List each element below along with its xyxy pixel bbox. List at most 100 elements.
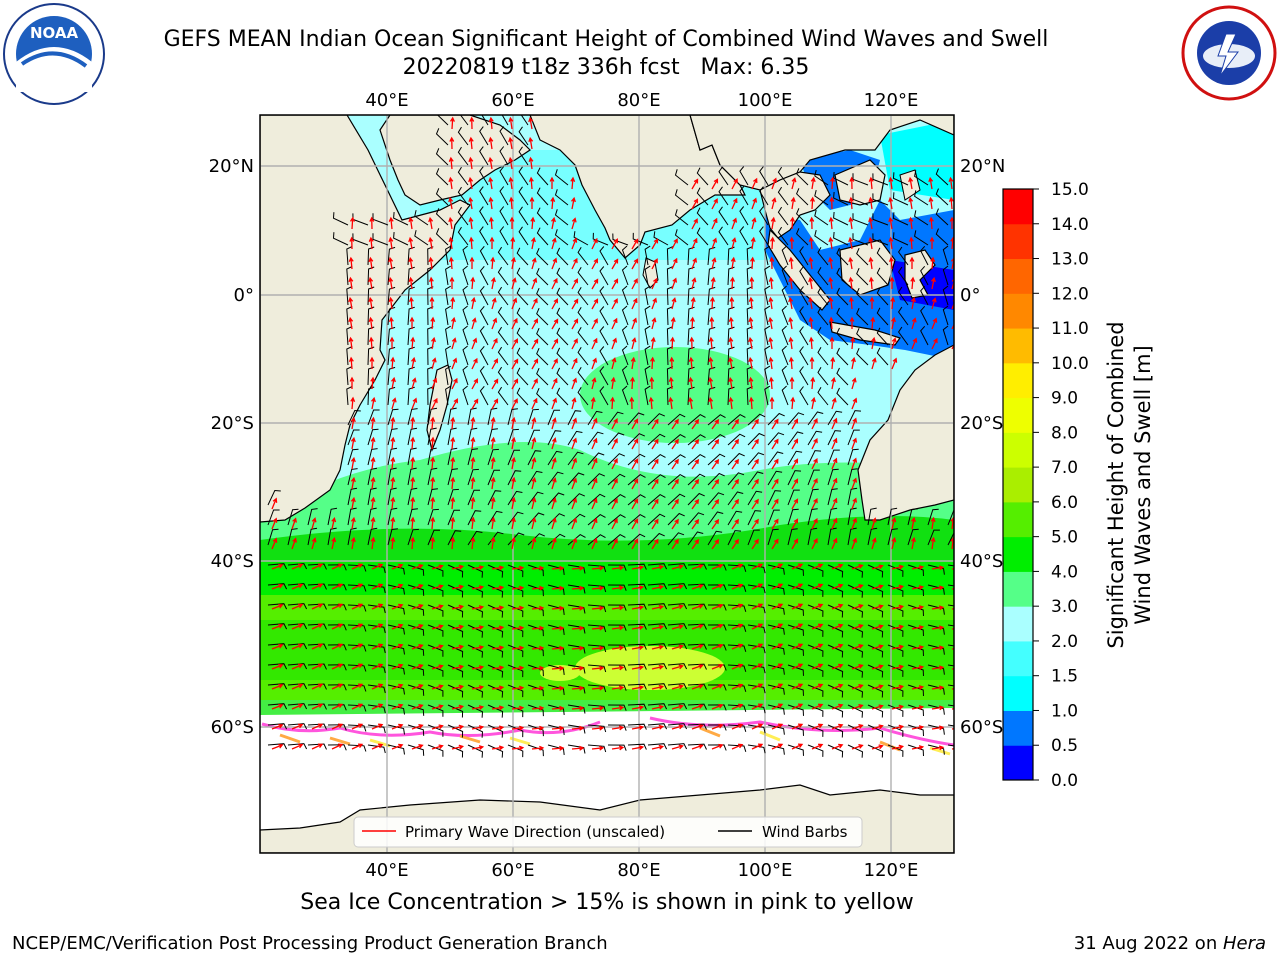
wave-direction-arrow (888, 196, 894, 210)
wave-direction-arrow (531, 436, 537, 450)
wind-barb (367, 507, 377, 526)
wind-barb (687, 346, 695, 366)
wave-direction-arrow (691, 584, 704, 590)
wave-direction-arrow (491, 725, 505, 731)
wave-direction-arrow (571, 705, 585, 711)
wave-direction-arrow (368, 336, 374, 350)
wind-barb (467, 684, 484, 698)
wave-direction-arrow (451, 724, 465, 730)
wind-barb (667, 433, 686, 446)
wave-direction-arrow (551, 745, 565, 751)
wave-direction-arrow (811, 478, 818, 490)
wave-direction-arrow (511, 476, 516, 490)
wave-direction-arrow (571, 745, 585, 751)
wave-direction-arrow (571, 605, 585, 611)
wind-barb (747, 704, 766, 714)
wave-direction-arrow (488, 176, 494, 190)
wave-direction-arrow (571, 517, 578, 530)
wind-barb (577, 266, 589, 286)
wind-barb (445, 385, 451, 406)
wave-direction-arrow (368, 236, 374, 250)
wind-barb (687, 683, 707, 690)
wave-direction-arrow (510, 236, 516, 250)
wave-direction-arrow (271, 623, 284, 630)
wind-barb (414, 230, 429, 246)
wave-direction-arrow (751, 723, 764, 730)
wind-barb (627, 623, 647, 630)
wind-barb (787, 664, 804, 676)
wind-barb (627, 603, 647, 610)
wind-barb (707, 386, 716, 406)
wave-direction-arrow (691, 564, 704, 570)
wind-barb (727, 604, 747, 612)
wave-direction-arrow (371, 663, 384, 670)
lat-tick-left: 40°S (211, 551, 254, 572)
wind-barb (547, 644, 565, 655)
wind-barb (487, 684, 504, 698)
colorbar-segment (1003, 362, 1033, 399)
wave-direction-arrow (868, 256, 874, 270)
wave-direction-arrow (751, 197, 758, 210)
colorbar-segment (1003, 675, 1033, 711)
wave-direction-arrow (909, 256, 915, 269)
wave-direction-arrow (711, 438, 720, 450)
wave-direction-arrow (851, 517, 858, 530)
wave-direction-arrow (771, 438, 779, 450)
wind-barb (507, 664, 524, 678)
wind-barb (920, 325, 929, 346)
wave-direction-arrow (591, 645, 605, 651)
wind-barb (621, 265, 629, 286)
wind-barb (467, 664, 484, 678)
wind-barb (497, 366, 509, 386)
wave-direction-arrow (749, 276, 755, 290)
wave-direction-arrow (711, 723, 724, 730)
wind-barb (527, 704, 544, 717)
wave-direction-arrow (851, 377, 857, 390)
wave-direction-arrow (908, 216, 914, 230)
wave-direction-arrow (708, 336, 714, 350)
wave-direction-arrow (388, 316, 394, 330)
wave-direction-arrow (448, 256, 454, 270)
wind-barb (647, 643, 668, 650)
wave-direction-arrow (410, 536, 416, 550)
wind-barb (367, 664, 386, 674)
wind-barb (666, 246, 674, 266)
wind-barb (407, 246, 415, 266)
wind-barb (767, 490, 782, 506)
wind-barb (707, 453, 726, 466)
wind-barb (367, 704, 386, 714)
wave-direction-arrow (451, 316, 456, 330)
wind-barb (387, 704, 405, 715)
wave-direction-arrow (731, 563, 744, 570)
wind-barb (547, 584, 565, 595)
wind-barb (647, 623, 668, 630)
wind-barb (518, 166, 529, 186)
wave-direction-arrow (411, 604, 424, 610)
wind-barb (527, 533, 545, 546)
wave-direction-arrow (351, 563, 364, 570)
wave-direction-arrow (531, 685, 545, 691)
wind-barb (807, 664, 824, 677)
wind-barb (667, 623, 688, 630)
wind-barb (387, 408, 399, 426)
wind-barb (556, 287, 569, 306)
wind-barb (499, 166, 509, 186)
wave-direction-arrow (748, 396, 754, 410)
wave-direction-arrow (851, 537, 858, 550)
wave-direction-arrow (451, 664, 465, 670)
wind-barb (347, 487, 358, 506)
wave-direction-arrow (371, 583, 384, 590)
wind-barb (781, 385, 789, 406)
wave-direction-arrow (428, 276, 434, 290)
wind-barb (887, 584, 904, 597)
wind-barb (567, 410, 582, 426)
wave-direction-arrow (931, 745, 945, 751)
wind-barb (914, 210, 929, 226)
wave-direction-arrow (631, 685, 645, 691)
wind-barb (764, 345, 771, 366)
wind-barb (346, 346, 353, 366)
wind-barb (393, 232, 409, 246)
wave-direction-arrow (491, 565, 505, 571)
wind-barb (687, 663, 707, 670)
wind-barb (836, 327, 849, 346)
